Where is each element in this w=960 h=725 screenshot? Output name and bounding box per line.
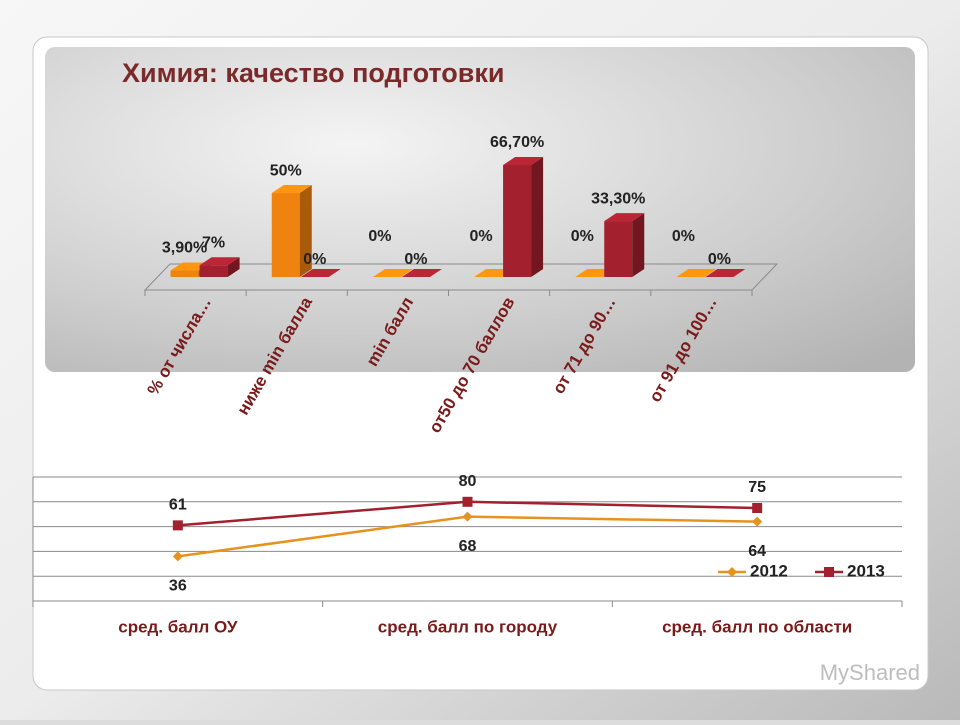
chart-title: Химия: качество подготовки [122, 58, 504, 88]
bar-top [604, 213, 645, 222]
bar [503, 165, 532, 277]
bar [271, 193, 300, 277]
data-label: 0% [672, 228, 695, 245]
x-tick-label: сред. балл по городу [378, 617, 558, 636]
bar-top [676, 269, 717, 277]
bar-side [632, 213, 645, 277]
data-label: 50% [270, 162, 302, 179]
data-label: 64 [748, 543, 766, 560]
data-label: 61 [169, 497, 187, 514]
bar [604, 221, 633, 277]
data-label: 0% [470, 228, 493, 245]
bar-top [271, 185, 312, 194]
data-label: 75 [748, 479, 766, 496]
bar-side [299, 185, 312, 277]
data-label: 0% [404, 251, 427, 268]
bar [199, 265, 228, 277]
data-label: 0% [571, 228, 594, 245]
data-label: 0% [303, 251, 326, 268]
bar-top [705, 269, 746, 277]
marker [172, 520, 183, 531]
marker [462, 511, 473, 522]
bar-side [227, 257, 240, 277]
legend-marker [824, 567, 834, 577]
marker [462, 496, 473, 507]
legend-label: 2013 [847, 561, 885, 580]
bar-top [300, 269, 341, 277]
bar-top [372, 269, 413, 277]
data-label: 80 [459, 473, 477, 490]
x-tick-label: сред. балл ОУ [118, 617, 238, 636]
chart-panel [45, 47, 915, 372]
data-label: 33,30% [591, 190, 645, 207]
data-label: 0% [368, 228, 391, 245]
data-label: 0% [708, 251, 731, 268]
legend-label: 2012 [750, 561, 788, 580]
marker [752, 516, 763, 527]
marker [172, 551, 183, 562]
bar-side [531, 157, 544, 277]
bar [170, 270, 199, 277]
bar-top [401, 269, 442, 277]
bar-top [199, 257, 240, 266]
watermark: MyShared [820, 660, 920, 685]
data-label: 68 [459, 538, 477, 555]
data-label: 7% [202, 234, 225, 251]
data-label: 36 [169, 578, 187, 595]
marker [752, 503, 763, 513]
bar-top [503, 157, 544, 165]
x-tick-label: сред. балл по области [662, 617, 852, 636]
data-label: 66,70% [490, 134, 544, 151]
legend-marker [727, 567, 737, 577]
data-label: 3,90% [162, 240, 207, 257]
